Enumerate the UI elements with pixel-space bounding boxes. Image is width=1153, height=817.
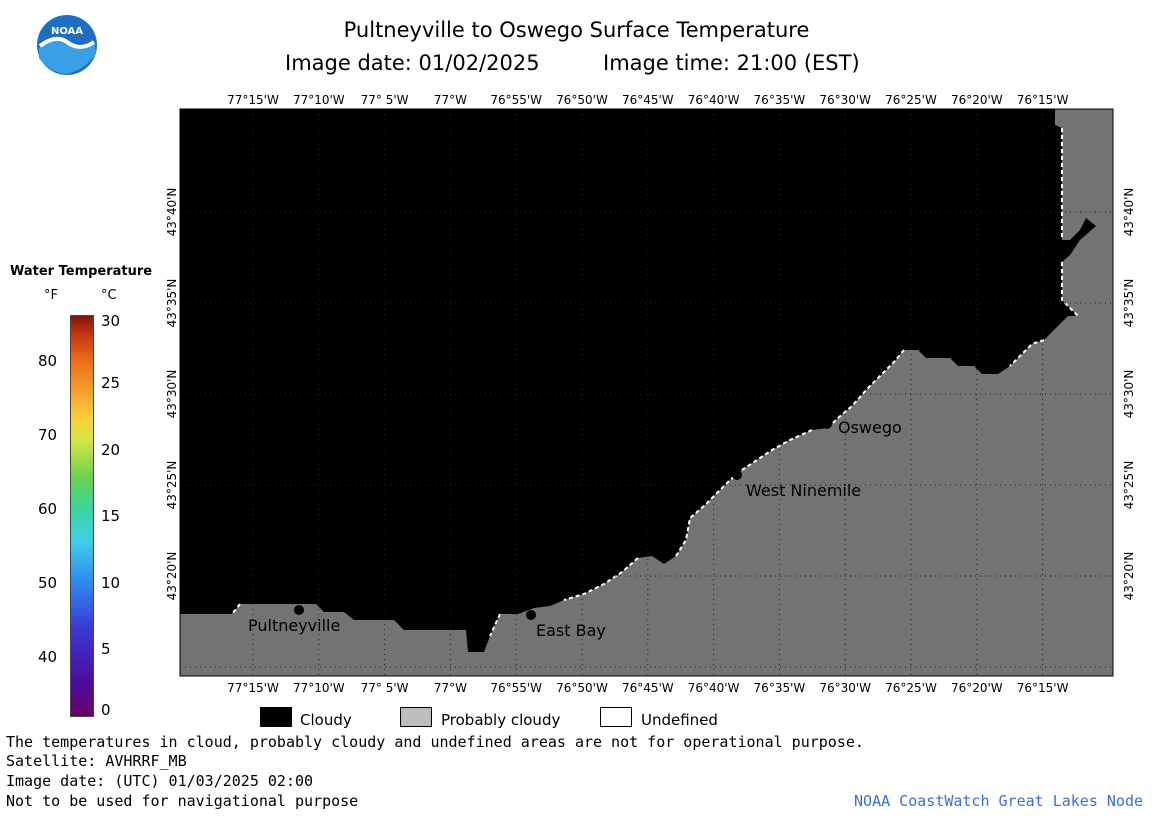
image-date: Image date: 01/02/2025 [285, 51, 540, 75]
east-bay-label: East Bay [536, 621, 606, 640]
longitude-label: 77°W [434, 681, 467, 695]
latitude-label: 43°40'N [1122, 188, 1136, 237]
coastline-undefined-edge [231, 128, 1079, 637]
longitude-label: 76°15'W [1017, 93, 1069, 107]
latitude-label: 43°35'N [1122, 279, 1136, 328]
longitude-label: 76°25'W [885, 681, 937, 695]
probably-cloudy-swatch [400, 707, 432, 727]
latitude-label: 43°40'N [165, 188, 179, 237]
longitude-label: 76°55'W [490, 681, 542, 695]
image-time: Image time: 21:00 (EST) [603, 51, 860, 75]
undefined-swatch [600, 707, 632, 727]
latitude-label: 43°25'N [165, 461, 179, 510]
lat-lon-gridlines [180, 109, 1113, 676]
longitude-label: 76°35'W [754, 681, 806, 695]
latitude-labels-right: 43°40'N 43°35'N 43°30'N 43°25'N 43°20'N [1122, 188, 1136, 601]
longitude-label: 76°45'W [622, 681, 674, 695]
longitude-label: 76°50'W [556, 681, 608, 695]
latitude-labels-left: 43°40'N 43°35'N 43°30'N 43°25'N 43°20'N [165, 188, 179, 601]
longitude-label: 76°35'W [754, 93, 806, 107]
pultneyville-label: Pultneyville [248, 616, 340, 635]
celsius-tick-label: 25 [101, 374, 121, 392]
longitude-label: 76°25'W [885, 93, 937, 107]
longitude-label: 76°30'W [819, 93, 871, 107]
noaa-logo: NOAA [37, 15, 97, 75]
longitude-label: 76°50'W [556, 93, 608, 107]
oswego-marker [822, 419, 832, 429]
celsius-tick-label: 15 [101, 507, 121, 525]
longitude-label: 76°30'W [819, 681, 871, 695]
fahrenheit-tick-label: 50 [38, 574, 58, 592]
disclaimer-text: The temperatures in cloud, probably clou… [6, 733, 864, 751]
celsius-tick-label: 30 [101, 312, 121, 330]
longitude-label: 76°20'W [951, 681, 1003, 695]
cloud-cover-area [180, 109, 1096, 652]
longitude-labels-bottom: 77°15'W 77°10'W 77° 5'W 77°W 76°55'W 76°50'W 7… [227, 681, 1068, 695]
longitude-label: 76°55'W [490, 93, 542, 107]
utc-date-text: Image date: (UTC) 01/03/2025 02:00 [6, 772, 314, 790]
satellite-text: Satellite: AVHRRF_MB [6, 752, 187, 770]
fahrenheit-tick-label: 60 [38, 500, 58, 518]
pultneyville-marker [294, 605, 304, 615]
credit-text: NOAA CoastWatch Great Lakes Node [854, 792, 1143, 810]
longitude-label: 76°40'W [688, 681, 740, 695]
longitude-labels-top: 77°15'W 77°10'W 77° 5'W 77°W 76°55'W 76°50'W 7… [227, 93, 1068, 107]
longitude-label: 77°10'W [293, 93, 345, 107]
latitude-label: 43°30'N [1122, 370, 1136, 419]
longitude-label: 77°15'W [227, 93, 279, 107]
celsius-tick-label: 5 [101, 640, 111, 658]
east-bay-marker [526, 610, 536, 620]
map-frame [179, 108, 1114, 677]
longitude-label: 77° 5'W [361, 93, 409, 107]
latitude-label: 43°20'N [1122, 552, 1136, 601]
noaa-logo-text: NOAA [51, 26, 83, 37]
longitude-label: 77° 5'W [361, 681, 409, 695]
longitude-label: 76°20'W [951, 93, 1003, 107]
fahrenheit-tick-label: 80 [38, 352, 58, 370]
celsius-tick-label: 10 [101, 574, 121, 592]
legend-unit-c: °C [101, 288, 117, 303]
probably-cloudy-key-label: Probably cloudy [441, 711, 561, 729]
fahrenheit-tick-label: 40 [38, 648, 58, 666]
longitude-label: 77°10'W [293, 681, 345, 695]
legend-unit-f: °F [44, 288, 58, 303]
latitude-label: 43°30'N [165, 370, 179, 419]
longitude-label: 76°40'W [688, 93, 740, 107]
undefined-key-label: Undefined [641, 711, 718, 729]
cloudy-swatch [260, 707, 292, 727]
cloudy-key-label: Cloudy [300, 711, 352, 729]
west-ninemile-marker [732, 470, 742, 480]
legend-title: Water Temperature [10, 264, 153, 279]
temperature-colorbar [70, 315, 94, 717]
longitude-label: 77°15'W [227, 681, 279, 695]
longitude-label: 77°W [434, 93, 467, 107]
fahrenheit-tick-label: 70 [38, 426, 58, 444]
latitude-label: 43°25'N [1122, 461, 1136, 510]
page-title: Pultneyville to Oswego Surface Temperatu… [343, 18, 810, 42]
west-ninemile-label: West Ninemile [746, 481, 861, 500]
latitude-label: 43°20'N [165, 552, 179, 601]
celsius-tick-label: 20 [101, 441, 121, 459]
longitude-label: 76°15'W [1017, 681, 1069, 695]
navigation-disclaimer: Not to be used for navigational purpose [6, 792, 359, 810]
oswego-label: Oswego [838, 418, 902, 437]
longitude-label: 76°45'W [622, 93, 674, 107]
celsius-tick-label: 0 [101, 701, 111, 719]
latitude-label: 43°35'N [165, 279, 179, 328]
